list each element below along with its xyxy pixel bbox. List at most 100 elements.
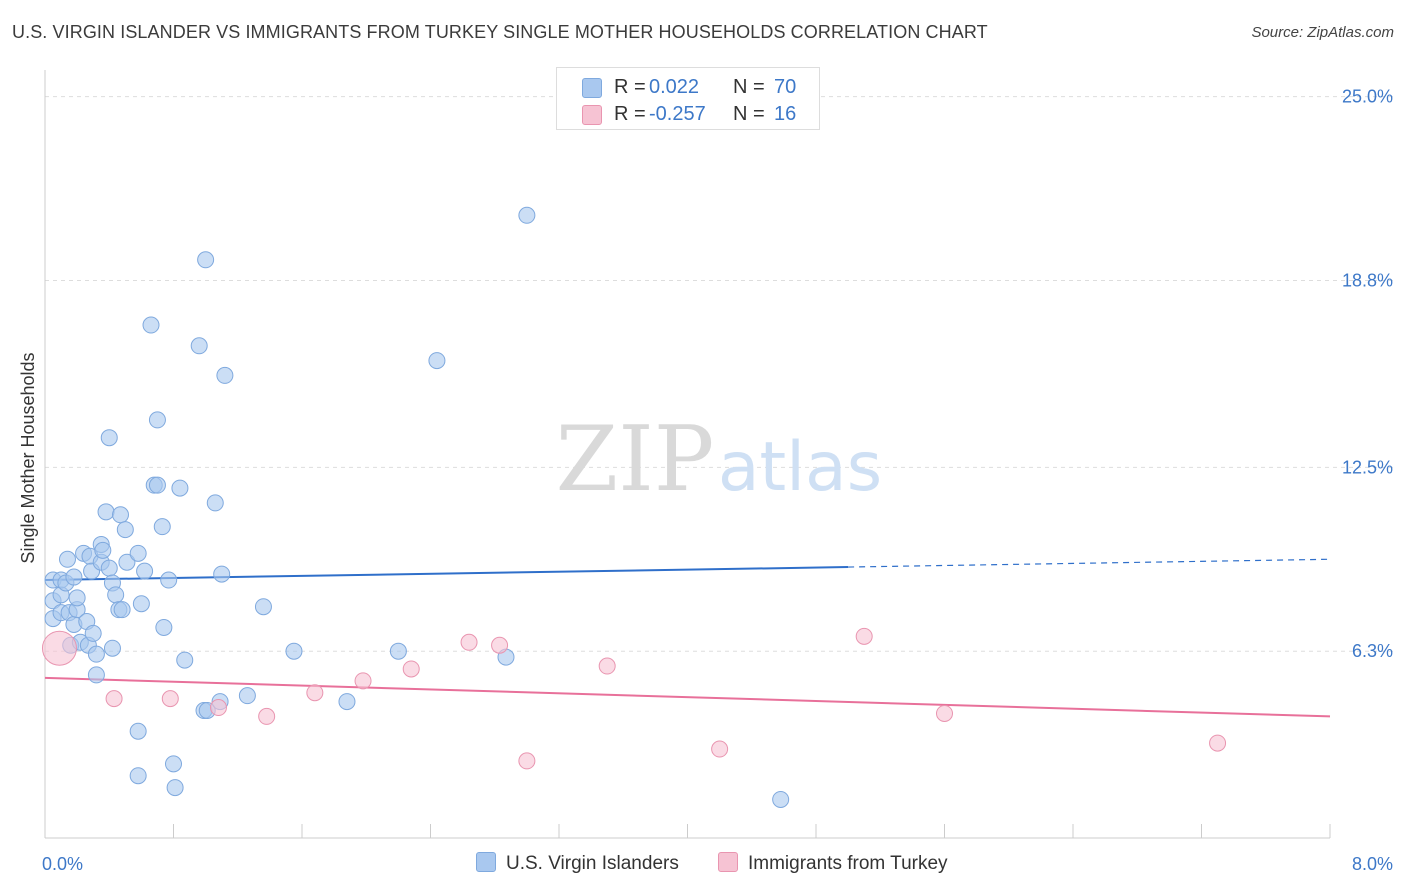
virgin-islanders-point xyxy=(107,586,125,604)
y-tick-label: 12.5% xyxy=(1342,457,1393,477)
virgin-islanders-point xyxy=(94,541,112,559)
legend-label: U.S. Virgin Islanders xyxy=(506,853,679,874)
n-label: N = xyxy=(733,76,765,98)
virgin-islanders-point xyxy=(254,598,272,616)
turkey-point xyxy=(306,684,324,702)
virgin-islanders-point xyxy=(153,518,171,536)
legend-item-turkey[interactable]: Immigrants from Turkey xyxy=(718,851,948,877)
n-value: 70 xyxy=(774,76,797,98)
virgin-islanders-point xyxy=(155,618,173,636)
turkey-point xyxy=(460,633,478,651)
virgin-islanders-point xyxy=(129,767,147,785)
n-label: N = xyxy=(733,103,765,125)
x-tick-label: 0.0% xyxy=(42,854,83,874)
n-value: 16 xyxy=(774,103,797,125)
trend-line xyxy=(44,676,1331,718)
turkey-point xyxy=(518,752,536,770)
virgin-islanders-point xyxy=(111,506,129,524)
data-points xyxy=(41,206,1227,808)
legend-row-turkey: R = -0.257 N = 16 xyxy=(557,100,819,128)
legend-row-virgin-islanders: R = 0.022 N = 70 xyxy=(557,73,819,101)
correlation-legend: R = 0.022 N = 70 R = -0.257 N = 16 xyxy=(556,67,820,130)
virgin-islanders-point xyxy=(165,755,182,773)
y-axis-title: Single Mother Households xyxy=(18,352,38,563)
turkey-point xyxy=(936,704,953,722)
blue-swatch-icon xyxy=(582,78,602,98)
virgin-islanders-point xyxy=(285,642,303,660)
virgin-islanders-point xyxy=(100,559,118,577)
virgin-islanders-point xyxy=(428,352,446,370)
virgin-islanders-point xyxy=(338,693,356,711)
virgin-islanders-point xyxy=(772,790,790,808)
legend-label: Immigrants from Turkey xyxy=(748,853,948,874)
virgin-islanders-point xyxy=(113,601,131,619)
watermark: ZIP atlas xyxy=(556,407,882,512)
virgin-islanders-point xyxy=(206,494,224,512)
blue-swatch-icon xyxy=(476,852,496,873)
turkey-point xyxy=(354,672,372,690)
turkey-point xyxy=(598,657,616,675)
virgin-islanders-point xyxy=(216,366,234,384)
turkey-point xyxy=(41,630,77,666)
virgin-islanders-point xyxy=(197,251,215,269)
r-label: R = xyxy=(614,103,646,125)
virgin-islanders-point xyxy=(65,568,83,586)
virgin-islanders-point xyxy=(389,642,407,660)
trend-line-dashed xyxy=(848,558,1331,568)
x-tick-label: 8.0% xyxy=(1352,854,1393,874)
virgin-islanders-point xyxy=(129,544,147,562)
watermark-zip: ZIP xyxy=(556,407,715,512)
y-tick-label: 6.3% xyxy=(1352,641,1393,661)
axes xyxy=(44,70,1331,839)
virgin-islanders-point xyxy=(68,589,86,607)
virgin-islanders-point xyxy=(142,316,160,334)
virgin-islanders-point xyxy=(84,624,102,642)
virgin-islanders-point xyxy=(132,595,150,613)
virgin-islanders-point xyxy=(213,565,231,583)
watermark-atlas: atlas xyxy=(718,428,882,507)
trend-line-solid xyxy=(44,566,849,582)
virgin-islanders-point xyxy=(148,411,166,429)
virgin-islanders-point xyxy=(160,571,178,589)
turkey-point xyxy=(711,740,729,758)
r-value: -0.257 xyxy=(649,103,706,125)
virgin-islanders-point xyxy=(148,476,166,494)
virgin-islanders-point xyxy=(129,722,147,740)
turkey-point xyxy=(209,699,227,717)
y-tick-label: 25.0% xyxy=(1342,87,1393,107)
turkey-point xyxy=(855,627,873,645)
virgin-islanders-point xyxy=(100,429,118,447)
virgin-islanders-point xyxy=(190,337,208,355)
chart-title: U.S. VIRGIN ISLANDER VS IMMIGRANTS FROM … xyxy=(12,22,988,42)
gridlines xyxy=(45,96,1395,652)
virgin-islanders-point xyxy=(87,666,105,684)
virgin-islanders-point xyxy=(518,206,536,224)
turkey-point xyxy=(105,690,123,708)
pink-swatch-icon xyxy=(718,852,738,873)
r-value: 0.022 xyxy=(649,76,700,98)
turkey-point xyxy=(491,636,509,654)
virgin-islanders-point xyxy=(118,553,136,571)
turkey-point xyxy=(161,690,179,708)
y-tick-label: 18.8% xyxy=(1342,271,1393,291)
pink-swatch-icon xyxy=(582,105,602,125)
virgin-islanders-point xyxy=(116,521,134,539)
virgin-islanders-point xyxy=(103,639,121,657)
axis-labels: Single Mother Households 6.3% 12.5% 18.8% 2… xyxy=(18,87,1393,874)
virgin-islanders-point xyxy=(166,779,184,797)
r-label: R = xyxy=(614,76,646,98)
virgin-islanders-point xyxy=(58,550,76,568)
virgin-islanders-point xyxy=(97,503,115,521)
source-attribution: Source: ZipAtlas.com xyxy=(1251,24,1394,41)
turkey-point xyxy=(402,660,420,678)
virgin-islanders-point xyxy=(87,645,105,663)
virgin-islanders-point xyxy=(136,562,154,580)
virgin-islanders-point xyxy=(238,687,256,705)
turkey-point xyxy=(258,707,276,725)
virgin-islanders-point xyxy=(171,479,189,497)
turkey-point xyxy=(1209,734,1227,752)
virgin-islanders-point xyxy=(176,651,194,669)
legend-item-virgin-islanders[interactable]: U.S. Virgin Islanders xyxy=(476,851,679,877)
trend-lines xyxy=(44,558,1331,718)
